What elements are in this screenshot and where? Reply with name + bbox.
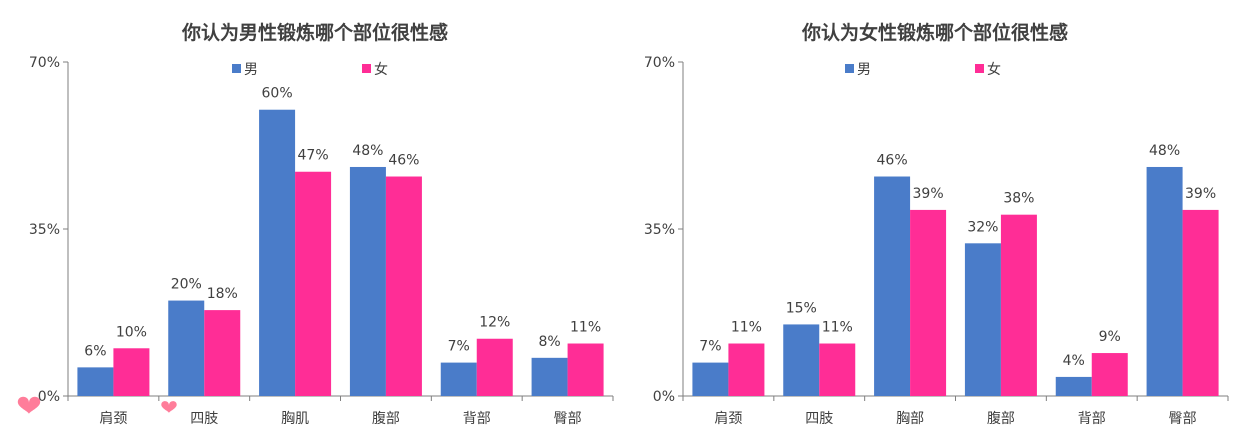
y-tick-label: 0% [38, 389, 60, 405]
data-label: 47% [298, 148, 329, 164]
bar-female [910, 209, 947, 396]
chart-right-svg: 你认为女性锻炼哪个部位很性感 0% 35% 70% 男 女肩颈 7% 11% 四肢 15% 11% 胸… [644, 21, 1229, 427]
x-category-label: 肩颈 [99, 411, 127, 427]
bar-male [440, 362, 477, 396]
x-category-label: 肩颈 [714, 411, 742, 427]
chart-left-svg: 你认为男性锻炼哪个部位很性感 0% 35% 70% 男 女肩颈 6% 10% 四肢 20% 18% 胸… [17, 21, 614, 427]
legend-swatch-male [845, 64, 854, 73]
bar-male [1146, 166, 1183, 396]
data-label: 11% [570, 320, 601, 336]
data-label: 11% [731, 320, 762, 336]
x-category-label: 臀部 [554, 411, 582, 427]
data-label: 15% [786, 300, 817, 316]
x-category-label: 腹部 [987, 410, 1015, 427]
x-category-label: 背部 [463, 411, 491, 427]
data-label: 7% [448, 339, 470, 355]
bar-male [168, 300, 205, 396]
bar-male [874, 176, 911, 396]
bar-female [819, 343, 856, 396]
bar-male [349, 166, 386, 396]
bar-male [1055, 376, 1092, 396]
legend-swatch-male [232, 64, 241, 73]
legend-swatch-female [362, 64, 371, 73]
legend-swatch-female [975, 64, 984, 73]
data-label: 48% [1149, 143, 1180, 159]
bar-male [692, 362, 729, 396]
x-category-label: 腹部 [372, 410, 400, 427]
data-label: 48% [352, 143, 383, 159]
data-label: 39% [1185, 186, 1216, 202]
bar-female [385, 176, 422, 396]
x-category-label: 四肢 [805, 411, 833, 427]
bar-female [1000, 214, 1037, 396]
data-label: 8% [538, 334, 560, 350]
legend-label-female: 女 [374, 61, 388, 78]
bar-male [77, 367, 114, 396]
data-label: 4% [1063, 353, 1085, 369]
chart-title: 你认为女性锻炼哪个部位很性感 [801, 21, 1068, 44]
data-label: 32% [967, 219, 998, 235]
chart-right: 你认为女性锻炼哪个部位很性感 0% 35% 70% 男 女肩颈 7% 11% 四肢 15% 11% 胸… [617, 0, 1234, 429]
data-label: 6% [84, 343, 106, 359]
bar-female [295, 171, 332, 396]
data-label: 12% [479, 315, 510, 331]
bar-male [531, 357, 568, 396]
data-label: 7% [699, 339, 721, 355]
y-tick-label: 35% [644, 222, 675, 238]
bar-male [783, 324, 820, 396]
bar-female [567, 343, 604, 396]
bar-female [113, 348, 150, 396]
data-label: 10% [116, 324, 147, 340]
x-category-label: 背部 [1078, 411, 1106, 427]
data-label: 46% [877, 153, 908, 169]
bar-female [1182, 209, 1219, 396]
x-category-label: 胸肌 [281, 411, 309, 427]
data-label: 60% [262, 86, 293, 102]
legend-label-male: 男 [857, 62, 871, 78]
x-category-label: 四肢 [190, 411, 218, 427]
y-tick-label: 0% [653, 389, 675, 405]
heart-icon [161, 401, 177, 413]
y-tick-label: 70% [29, 55, 60, 71]
bar-female [728, 343, 765, 396]
heart-icon [17, 396, 41, 414]
bar-male [259, 109, 296, 396]
bar-female [476, 338, 513, 396]
y-tick-label: 35% [29, 222, 60, 238]
bar-male [964, 243, 1001, 396]
data-label: 38% [1003, 191, 1034, 207]
data-label: 18% [207, 286, 238, 302]
data-label: 20% [171, 277, 202, 293]
chart-left: 你认为男性锻炼哪个部位很性感 0% 35% 70% 男 女肩颈 6% 10% 四肢 20% 18% 胸… [17, 21, 614, 427]
y-tick-label: 70% [644, 55, 675, 71]
x-category-label: 臀部 [1169, 411, 1197, 427]
data-label: 39% [913, 186, 944, 202]
data-label: 11% [822, 320, 853, 336]
bar-female [204, 310, 241, 396]
chart-title: 你认为男性锻炼哪个部位很性感 [181, 21, 448, 44]
x-category-label: 胸部 [896, 411, 924, 427]
data-label: 9% [1099, 329, 1121, 345]
legend-label-male: 男 [244, 62, 258, 78]
data-label: 46% [388, 153, 419, 169]
bar-female [1091, 353, 1128, 396]
legend-label-female: 女 [987, 61, 1001, 78]
